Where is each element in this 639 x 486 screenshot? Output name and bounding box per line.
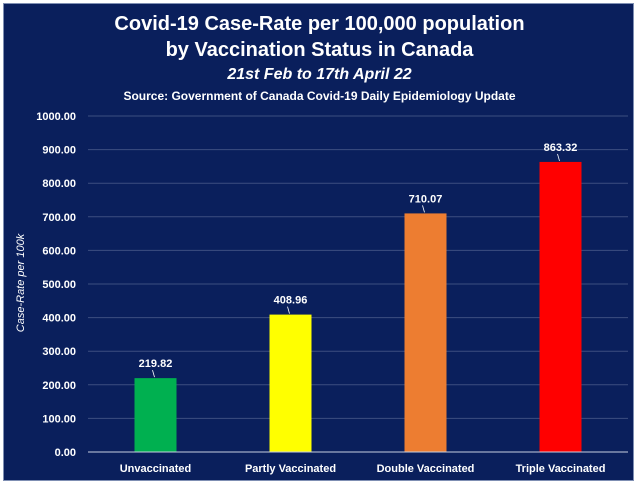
bar-triple-vaccinated [539,161,582,452]
y-axis-label: Case-Rate per 100k [15,233,27,332]
chart-subtitle: 21st Feb to 17th April 22 [227,66,412,83]
y-tick-label: 800.00 [42,178,76,190]
data-label-leader [152,370,155,378]
bar-unvaccinated [134,378,177,452]
data-label: 710.07 [409,193,443,205]
y-tick-label: 0.00 [55,447,76,459]
x-tick-label: Triple Vaccinated [516,463,606,475]
y-tick-label: 300.00 [42,346,76,358]
bar-partly-vaccinated [269,314,312,452]
data-label-leader [422,205,425,213]
bars [134,161,582,452]
x-axis: Unvaccinated Partly Vaccinated Double Vacc… [88,451,628,475]
value-labels: 219.82 408.96 710.07 863.32 [139,142,578,378]
y-tick-label: 500.00 [42,279,76,291]
bar-double-vaccinated [404,213,447,452]
x-tick-label: Unvaccinated [120,463,192,475]
data-label: 408.96 [274,295,308,307]
y-tick-label: 200.00 [42,380,76,392]
y-tick-label: 1000.00 [36,111,76,123]
data-label-leader [557,153,560,162]
chart-title: Covid-19 Case-Rate per 100,000 populatio… [114,13,525,35]
y-tick-label: 700.00 [42,212,76,224]
x-tick-label: Partly Vaccinated [245,463,336,475]
data-label-leader [287,306,290,314]
y-tick-label: 100.00 [42,413,76,425]
data-label: 863.32 [544,142,578,154]
y-tick-label: 600.00 [42,245,76,257]
y-tick-label: 400.00 [42,313,76,325]
chart-title-line-2: by Vaccination Status in Canada [165,39,474,61]
y-axis: 0.00 100.00 200.00 300.00 400.00 500.00 600.00… [36,111,76,459]
gridlines [88,115,628,419]
chart-source: Source: Government of Canada Covid-19 Da… [123,89,516,103]
chart-background [3,3,634,481]
y-tick-label: 900.00 [42,145,76,157]
data-label: 219.82 [139,358,173,370]
x-tick-label: Double Vaccinated [377,463,475,475]
